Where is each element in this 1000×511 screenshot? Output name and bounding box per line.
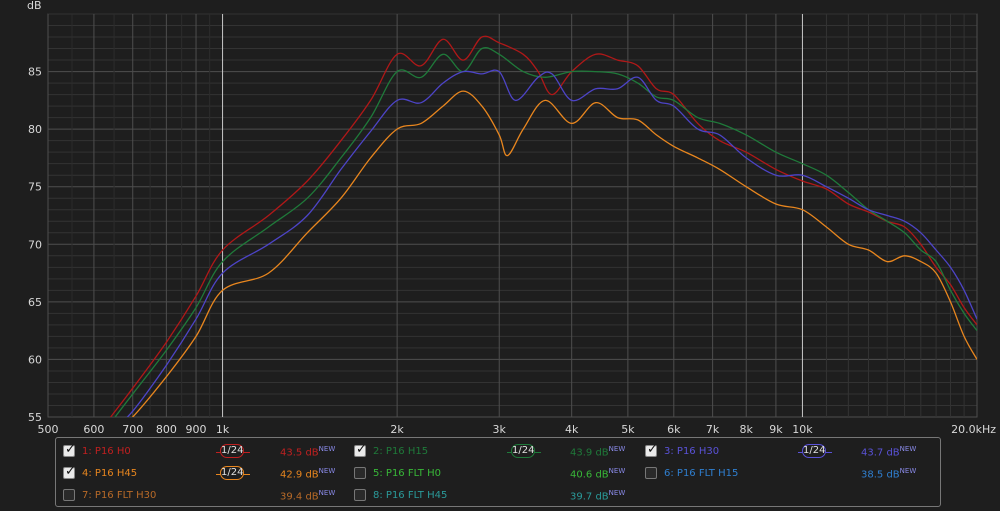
legend-row-2: ✓ 4: P16 H45 1/24 42.9 dBNEW 5: P16 FLT … — [56, 463, 940, 485]
legend-checkbox-1[interactable]: ✓ — [63, 442, 76, 457]
legend-label-5: 5: P16 FLT H0 — [373, 468, 441, 479]
x-tick-label: 1k — [216, 423, 230, 436]
y-axis-unit: dB — [27, 0, 42, 12]
new-tag-2: NEW — [608, 445, 626, 453]
series-line-4 — [131, 90, 977, 417]
series-line-2 — [114, 47, 977, 417]
spl-value-3: 43.7 dBNEW — [861, 445, 917, 459]
spl-value-2: 43.9 dBNEW — [570, 445, 626, 459]
legend-checkbox-7[interactable] — [63, 489, 75, 501]
series-line-3 — [126, 69, 977, 417]
smoothing-badge-3[interactable]: 1/24 — [798, 444, 832, 460]
plot-grid — [47, 13, 978, 418]
y-tick-label: 80 — [28, 123, 42, 136]
series-lines — [109, 35, 977, 417]
spl-value-4: 42.9 dBNEW — [280, 467, 336, 481]
x-tick-label: 700 — [122, 423, 143, 436]
checkmark-icon: ✓ — [647, 442, 658, 457]
legend-label-7: 7: P16 FLT H30 — [82, 490, 157, 501]
smoothing-label-2: 1/24 — [511, 444, 535, 458]
y-tick-label: 75 — [28, 181, 42, 194]
new-tag-7: NEW — [318, 489, 336, 497]
legend-row-3: 7: P16 FLT H30 39.4 dBNEW 8: P16 FLT H45… — [56, 485, 940, 507]
legend-label-4: 4: P16 H45 — [82, 468, 138, 479]
x-tick-label: 6k — [667, 423, 681, 436]
legend-checkbox-8[interactable] — [354, 489, 366, 501]
x-tick-label: 600 — [83, 423, 104, 436]
y-axis-labels: 55 60 65 70 75 80 85 — [28, 66, 42, 424]
x-tick-label: 500 — [38, 423, 59, 436]
spl-value-8: 39.7 dBNEW — [570, 489, 626, 503]
smoothing-label-3: 1/24 — [802, 444, 826, 458]
new-tag-8: NEW — [608, 489, 626, 497]
new-tag-3: NEW — [899, 445, 917, 453]
smoothing-badge-1[interactable]: 1/24 — [216, 444, 250, 460]
y-tick-label: 70 — [28, 238, 42, 251]
legend-checkbox-5[interactable] — [354, 467, 366, 479]
x-tick-label: 900 — [186, 423, 207, 436]
smoothing-badge-2[interactable]: 1/24 — [507, 444, 541, 460]
x-tick-label: 7k — [706, 423, 720, 436]
x-axis-labels: 500 600 700 800 900 1k 2k 3k 4k 5k 6k 7k 8k 9k 10k 20.0… — [38, 423, 997, 436]
checkmark-icon: ✓ — [65, 442, 76, 457]
spl-value-5: 40.6 dBNEW — [570, 467, 626, 481]
x-tick-label: 10k — [792, 423, 813, 436]
y-tick-label: 85 — [28, 66, 42, 79]
x-tick-label: 800 — [156, 423, 177, 436]
x-tick-label: 2k — [390, 423, 404, 436]
x-tick-label: 8k — [740, 423, 754, 436]
x-tick-label: 20.0kHz — [951, 423, 996, 436]
frequency-response-plot[interactable]: 55 60 65 70 75 80 85 500 600 700 800 900 1k 2k 3k 4k 5k… — [0, 0, 1000, 437]
new-tag-6: NEW — [899, 467, 917, 475]
legend-label-1: 1: P16 H0 — [82, 446, 131, 457]
legend-label-8: 8: P16 FLT H45 — [373, 490, 448, 501]
legend-checkbox-4[interactable]: ✓ — [63, 464, 76, 479]
new-tag-1: NEW — [318, 445, 336, 453]
legend-label-2: 2: P16 H15 — [373, 446, 429, 457]
smoothing-label-1: 1/24 — [220, 444, 244, 458]
x-tick-label: 5k — [621, 423, 635, 436]
smoothing-badge-4[interactable]: 1/24 — [216, 466, 250, 482]
legend-checkbox-2[interactable]: ✓ — [354, 442, 367, 457]
new-tag-5: NEW — [608, 467, 626, 475]
legend-label-3: 3: P16 H30 — [664, 446, 720, 457]
legend-label-6: 6: P16 FLT H15 — [664, 468, 739, 479]
spl-value-6: 38.5 dBNEW — [861, 467, 917, 481]
spl-value-1: 43.5 dBNEW — [280, 445, 336, 459]
spl-value-7: 39.4 dBNEW — [280, 489, 336, 503]
x-tick-label: 4k — [565, 423, 579, 436]
smoothing-label-4: 1/24 — [220, 466, 244, 480]
legend-checkbox-3[interactable]: ✓ — [645, 442, 658, 457]
legend-panel: ✓ 1: P16 H0 1/24 43.5 dBNEW ✓ 2: P16 H15… — [55, 437, 941, 507]
y-tick-label: 60 — [28, 353, 42, 366]
checkmark-icon: ✓ — [65, 464, 76, 479]
x-tick-label: 3k — [493, 423, 507, 436]
x-tick-label: 9k — [769, 423, 783, 436]
y-tick-label: 65 — [28, 296, 42, 309]
new-tag-4: NEW — [318, 467, 336, 475]
plot-area — [47, 13, 978, 418]
checkmark-icon: ✓ — [356, 442, 367, 457]
legend-row-1: ✓ 1: P16 H0 1/24 43.5 dBNEW ✓ 2: P16 H15… — [56, 441, 940, 463]
legend-checkbox-6[interactable] — [645, 467, 657, 479]
y-tick-label: 55 — [28, 411, 42, 424]
